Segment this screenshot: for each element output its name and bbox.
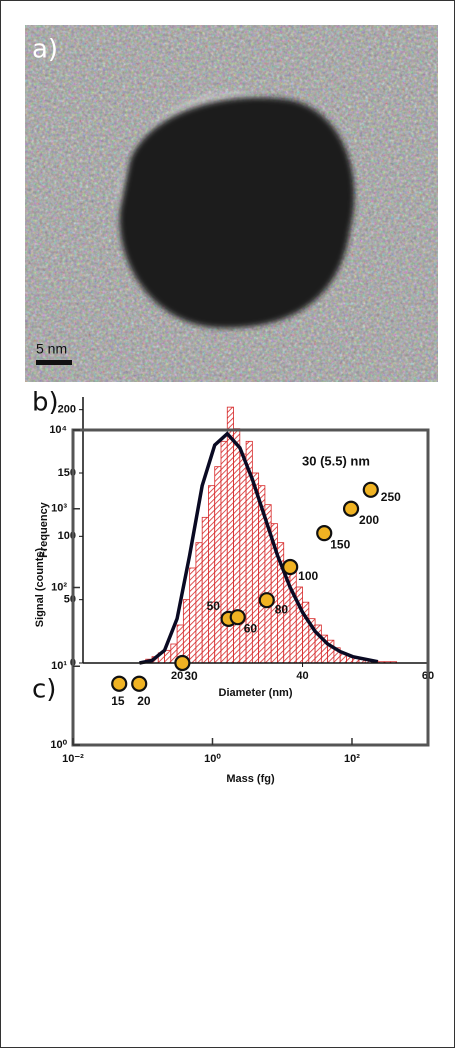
x-tick-label: 10⁻² [62, 753, 84, 765]
y-tick-label: 10¹ [51, 660, 67, 672]
point [131, 675, 148, 692]
tem-image [25, 25, 438, 382]
point-label: 200 [359, 513, 379, 527]
y-tick-label: 100 [58, 530, 76, 542]
point [282, 558, 299, 576]
point [229, 609, 246, 626]
point-label: 20 [137, 694, 151, 708]
x-tick-label: 10⁰ [204, 753, 221, 765]
bar [182, 599, 191, 664]
point-label: 80 [275, 602, 289, 616]
point [342, 500, 360, 517]
panel-label: c) [32, 675, 56, 705]
annotation: 30 (5.5) nm [302, 453, 370, 468]
y-tick-label: 10³ [51, 503, 67, 515]
y-axis-label: Frequency [38, 501, 50, 558]
bar [233, 428, 241, 664]
bar [289, 567, 297, 664]
x-axis-label: Diameter (nm) [219, 687, 293, 699]
bar [220, 440, 228, 664]
y-tick-label: 150 [58, 467, 76, 479]
fit-line [139, 431, 379, 665]
bar [195, 542, 203, 664]
point-label: 150 [330, 537, 350, 551]
panel-label: b) [32, 388, 59, 418]
point [362, 481, 379, 498]
y-tick-label: 10⁴ [49, 424, 67, 436]
bar [214, 466, 222, 664]
point-label: 50 [207, 599, 221, 613]
x-tick-label: 40 [296, 670, 308, 682]
point [111, 675, 128, 692]
point [174, 654, 191, 672]
point [258, 592, 275, 609]
bar [201, 516, 209, 664]
point-label: 250 [381, 490, 401, 504]
scale-bar-label: 5 nm [36, 341, 67, 357]
panel-label: a) [32, 35, 58, 65]
point-label: 100 [298, 569, 318, 583]
x-tick-label: 20 [171, 670, 183, 682]
y-axis-label: Signal (counts) [34, 547, 46, 627]
point [316, 525, 333, 542]
y-tick-label: 10² [51, 581, 67, 593]
point-label: 60 [244, 621, 258, 635]
point-label: 30 [184, 669, 198, 683]
y-tick-label: 10⁰ [50, 739, 67, 751]
point-label: 15 [111, 694, 125, 708]
x-tick-label: 10² [344, 753, 360, 765]
bar [208, 485, 216, 664]
x-axis-label: Mass (fg) [226, 773, 275, 785]
bar [189, 567, 197, 664]
bar [164, 649, 172, 664]
y-tick-label: 200 [58, 404, 76, 416]
